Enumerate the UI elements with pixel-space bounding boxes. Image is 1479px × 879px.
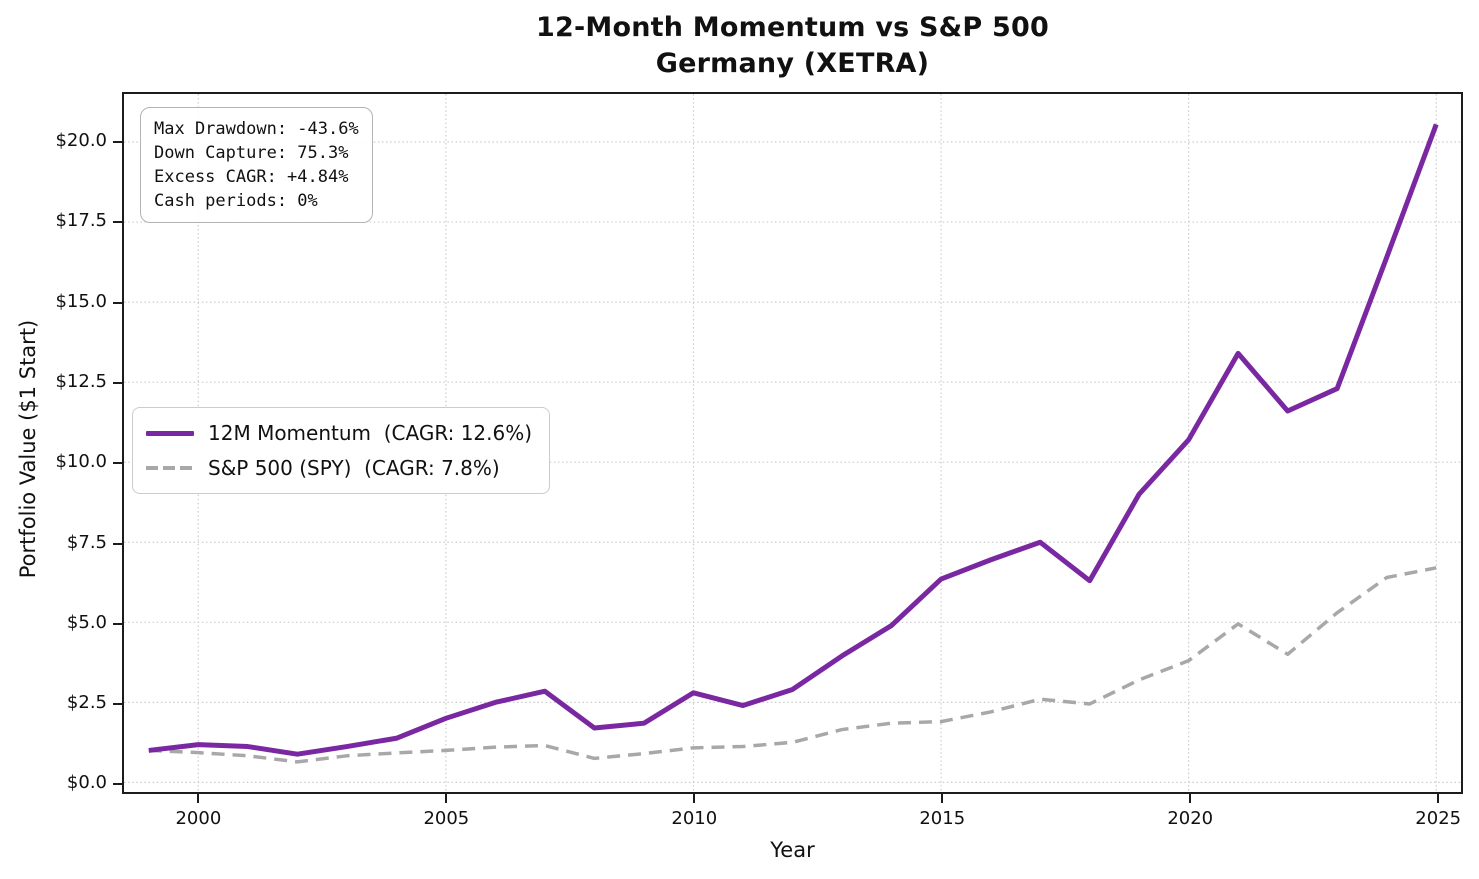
x-tick-mark [197,794,200,803]
chart-title-line2: Germany (XETRA) [655,48,930,79]
x-tick-mark [693,794,696,803]
y-tick-label: $15.0 [55,290,107,312]
chart-title-line1: 12-Month Momentum vs S&P 500 [536,12,1049,43]
series-line-momentum [148,123,1439,757]
chart-title: 12-Month Momentum vs S&P 500 Germany (XE… [122,10,1463,82]
y-tick-label: $12.5 [55,370,107,392]
y-tick-mark [113,703,122,706]
stats-line: Excess CAGR: +4.84% [154,167,349,187]
legend: 12M Momentum (CAGR: 12.6%) S&P 500 (SPY) … [132,407,551,494]
y-tick-label: $17.5 [55,210,107,232]
y-tick-mark [113,381,122,384]
y-tick-mark [113,221,122,224]
plot-canvas [124,94,1461,792]
y-tick-mark [113,141,122,144]
y-tick-mark [113,542,122,545]
x-tick-mark [445,794,448,803]
dash-segment [146,466,158,470]
stats-line: Down Capture: 75.3% [154,143,349,163]
stats-line: Cash periods: 0% [154,191,318,211]
series-line-spy [148,566,1437,764]
x-tick-mark [1189,794,1192,803]
legend-label: S&P 500 (SPY) (CAGR: 7.8%) [208,456,500,480]
y-tick-label: $2.5 [66,692,107,714]
x-tick-label: 2025 [1415,808,1462,829]
legend-label: 12M Momentum (CAGR: 12.6%) [208,421,533,445]
legend-solid-line-swatch [146,430,194,436]
y-tick-mark [113,301,122,304]
x-tick-label: 2005 [423,808,470,829]
legend-entry: 12M Momentum (CAGR: 12.6%) [146,419,532,447]
plot-area: Max Drawdown: -43.6% Down Capture: 75.3% E… [122,92,1463,794]
line-segment [146,430,194,436]
stats-box: Max Drawdown: -43.6% Down Capture: 75.3% E… [140,107,373,223]
x-tick-mark [941,794,944,803]
x-tick-label: 2000 [175,808,222,829]
y-tick-mark [113,783,122,786]
dash-segment [180,466,192,470]
x-tick-label: 2010 [671,808,718,829]
y-tick-mark [113,622,122,625]
stats-line: Max Drawdown: -43.6% [154,119,359,139]
y-tick-label: $7.5 [66,531,107,553]
legend-dashed-line-swatch [146,466,194,470]
legend-entry: S&P 500 (SPY) (CAGR: 7.8%) [146,454,532,482]
y-axis-label: Portfolio Value ($1 Start) [16,319,40,579]
y-tick-label: $0.0 [66,772,107,794]
x-tick-label: 2020 [1167,808,1214,829]
y-tick-label: $5.0 [66,611,107,633]
y-tick-label: $20.0 [55,130,107,152]
y-tick-mark [113,462,122,465]
dash-segment [163,466,175,470]
x-tick-label: 2015 [919,808,966,829]
x-axis-label: Year [770,838,815,862]
y-tick-label: $10.0 [55,451,107,473]
x-tick-mark [1437,794,1440,803]
